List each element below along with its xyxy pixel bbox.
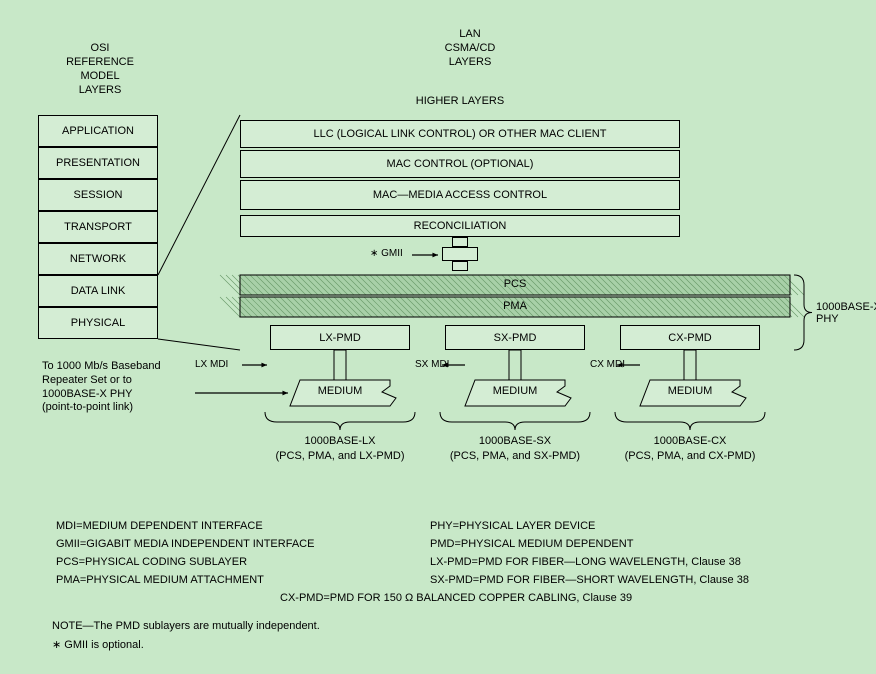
- higher-layers-label: HIGHER LAYERS: [240, 95, 680, 107]
- osi-layer-session: SESSION: [38, 179, 158, 211]
- glossary-right-3: SX-PMD=PMD FOR FIBER—SHORT WAVELENGTH, C…: [430, 574, 749, 586]
- osi-layer-physical: PHYSICAL: [38, 307, 158, 339]
- glossary-right-2: LX-PMD=PMD FOR FIBER—LONG WAVELENGTH, Cl…: [430, 556, 741, 568]
- base-title-2: 1000BASE-CX: [600, 435, 780, 447]
- base-sub-1: (PCS, PMA, and SX-PMD): [425, 450, 605, 462]
- osi-header-line: LAYERS: [55, 84, 145, 96]
- pcs-box: PCS: [240, 278, 790, 290]
- medium-box-0: MEDIUM: [290, 385, 390, 397]
- osi-header-line: MODEL: [55, 70, 145, 82]
- pma-box: PMA: [240, 300, 790, 312]
- llc-box: LLC (LOGICAL LINK CONTROL) OR OTHER MAC …: [240, 120, 680, 148]
- base-title-1: 1000BASE-SX: [425, 435, 605, 447]
- glossary-left-1: GMII=GIGABIT MEDIA INDEPENDENT INTERFACE: [56, 538, 314, 550]
- pmd-box-sx-pmd: SX-PMD: [445, 325, 585, 350]
- gmii-neck-bottom: [452, 261, 468, 271]
- osi-header-line: REFERENCE: [55, 56, 145, 68]
- repeater-note: To 1000 Mb/s BasebandRepeater Set or to1…: [42, 360, 192, 415]
- glossary-right-0: PHY=PHYSICAL LAYER DEVICE: [430, 520, 595, 532]
- mac-control-box: MAC CONTROL (OPTIONAL): [240, 150, 680, 178]
- lan-header-line: LAYERS: [425, 56, 515, 68]
- pmd-box-cx-pmd: CX-PMD: [620, 325, 760, 350]
- pmd-box-lx-pmd: LX-PMD: [270, 325, 410, 350]
- gmii-mid: [442, 247, 478, 261]
- glossary-left-0: MDI=MEDIUM DEPENDENT INTERFACE: [56, 520, 263, 532]
- base-sub-0: (PCS, PMA, and LX-PMD): [250, 450, 430, 462]
- gmii-neck-top: [452, 237, 468, 247]
- osi-layer-data-link: DATA LINK: [38, 275, 158, 307]
- lan-header-line: CSMA/CD: [425, 42, 515, 54]
- mac-box: MAC—MEDIA ACCESS CONTROL: [240, 180, 680, 210]
- base-title-0: 1000BASE-LX: [250, 435, 430, 447]
- gmii-label: ∗ GMII: [370, 248, 403, 259]
- mdi-label-0: LX MDI: [195, 359, 228, 370]
- phy-label: 1000BASE-XPHY: [816, 301, 876, 325]
- glossary-right-1: PMD=PHYSICAL MEDIUM DEPENDENT: [430, 538, 633, 550]
- medium-box-1: MEDIUM: [465, 385, 565, 397]
- glossary-center: CX-PMD=PMD FOR 150 Ω BALANCED COPPER CAB…: [280, 592, 632, 604]
- note-line: NOTE—The PMD sublayers are mutually inde…: [52, 620, 320, 632]
- osi-layer-application: APPLICATION: [38, 115, 158, 147]
- medium-box-2: MEDIUM: [640, 385, 740, 397]
- lan-header-line: LAN: [425, 28, 515, 40]
- mdi-label-1: SX MDI: [415, 359, 449, 370]
- osi-layer-presentation: PRESENTATION: [38, 147, 158, 179]
- reconciliation-box: RECONCILIATION: [240, 215, 680, 237]
- osi-layer-network: NETWORK: [38, 243, 158, 275]
- diagram-canvas: OSI REFERENCE MODEL LAYERS LAN CSMA/CD LAYERS A…: [0, 0, 876, 674]
- mdi-label-2: CX MDI: [590, 359, 625, 370]
- glossary-left-3: PMA=PHYSICAL MEDIUM ATTACHMENT: [56, 574, 264, 586]
- osi-layer-transport: TRANSPORT: [38, 211, 158, 243]
- glossary-left-2: PCS=PHYSICAL CODING SUBLAYER: [56, 556, 247, 568]
- base-sub-2: (PCS, PMA, and CX-PMD): [600, 450, 780, 462]
- gmii-note: ∗ GMII is optional.: [52, 638, 144, 651]
- osi-header-line: OSI: [55, 42, 145, 54]
